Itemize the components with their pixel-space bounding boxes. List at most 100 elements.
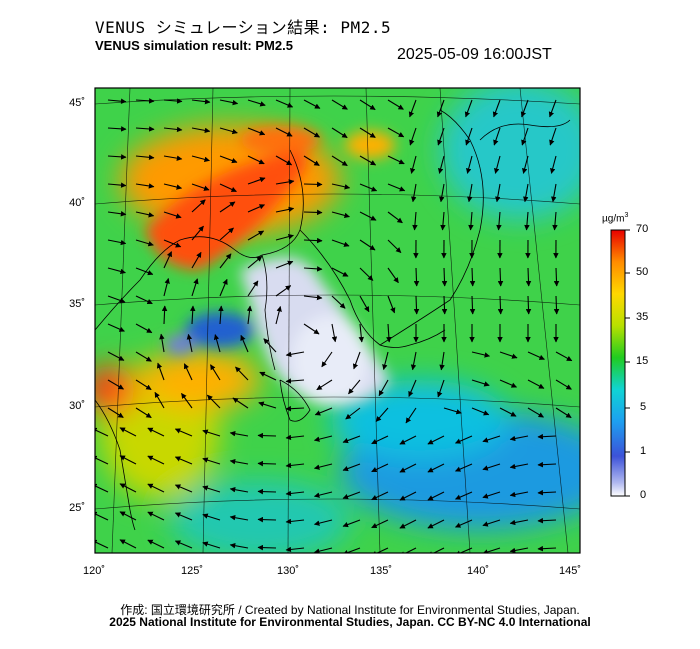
wind-arrow [232,397,249,409]
wind-arrow [342,463,361,472]
wind-arrow [342,519,361,528]
wind-arrow [135,239,154,247]
wind-arrow [482,435,501,443]
wind-arrow [524,211,530,231]
wind-arrow [316,379,333,391]
wind-arrow [210,364,221,381]
wind-arrow [387,267,399,284]
wind-arrow [275,260,294,269]
colorbar-ticks [625,229,630,497]
wind-arrow [189,305,196,325]
wind-arrow [119,511,137,521]
wind-arrow [537,489,557,496]
wind-arrow [482,519,501,527]
wind-arrow [522,155,529,174]
map-frame [94,87,581,554]
wind-arrow [247,127,266,136]
wind-arrow [331,239,350,247]
wind-arrow [331,295,346,309]
wind-arrow [482,491,501,499]
wind-arrow [313,519,333,526]
wind-arrow [285,546,305,553]
wind-arrow [438,155,445,174]
wind-arrow [303,294,323,301]
wind-arrow [107,211,127,217]
wind-arrow [95,455,109,465]
wind-arrow [135,183,155,189]
wind-arrow [191,183,210,191]
wind-arrow [436,99,445,118]
license-line: 2025 National Institute for Environmenta… [109,615,591,629]
wind-arrow [163,98,183,104]
wind-arrow [427,547,445,553]
wind-arrow [285,490,305,497]
wind-arrow [331,211,350,219]
wind-arrow [331,183,351,190]
wind-arrow [107,239,127,246]
wind-arrow [410,155,417,174]
wind-arrow [520,99,529,118]
wind-arrow [95,483,109,493]
wind-arrow [497,295,504,315]
wind-arrow [454,491,473,500]
wind-arrow [359,183,378,192]
wind-arrow [202,513,221,521]
wind-arrow [525,267,532,287]
wind-arrow [454,519,473,528]
colorbar-unit-base: µg/m [602,213,625,225]
wind-arrow [303,237,323,244]
map-title-japanese: VENUS シミュレーション結果: PM2.5 [95,18,392,37]
wind-arrow [247,230,265,241]
colorbar-tick-5: 5 [640,401,647,413]
wind-arrow [247,155,265,165]
wind-arrow [468,211,474,231]
wind-arrow [163,251,173,269]
lon-tick-120: 120˚ [82,565,106,577]
wind-arrow [496,211,502,231]
wind-arrow [382,351,389,371]
wind-arrow [174,456,193,465]
wind-arrow [257,516,277,523]
wind-arrow [107,126,127,132]
wind-arrow [135,98,155,104]
wind-arrow [492,99,501,118]
wind-arrow [275,285,292,297]
wind-arrow [218,305,224,325]
wind-arrow [549,127,557,146]
wind-arrow [359,127,376,138]
lat-tick-25: 25˚ [69,502,85,514]
wind-arrow [163,211,182,219]
wind-arrow [191,98,211,105]
wind-arrow [537,517,557,524]
wind-arrow [303,323,320,335]
wind-arrow [191,127,211,134]
wind-arrow [247,255,263,269]
wind-arrow [399,547,417,553]
wind-arrow [275,305,282,325]
colorbar [610,229,626,497]
wind-arrow [303,155,320,166]
wind-arrow [119,455,137,465]
wind-arrow [525,295,532,315]
wind-arrow [359,211,377,221]
colorbar-tick-35: 35 [636,311,649,323]
wind-arrow [342,491,361,500]
wind-arrow [441,267,448,287]
wind-arrow [285,405,305,412]
wind-arrow [135,379,152,391]
wind-arrow [358,323,365,343]
wind-arrow [163,239,182,248]
wind-arrow [285,434,305,441]
wind-arrow [135,323,153,334]
wind-arrow [247,204,266,213]
wind-arrow [378,379,389,397]
wind-arrow [174,428,193,437]
wind-arrow [191,278,199,297]
wind-arrow [439,351,445,371]
wind-arrow [257,432,277,439]
wind-arrow [275,127,293,137]
wind-arrow [331,127,348,139]
wind-arrow [537,433,557,440]
wind-arrow [412,211,418,231]
